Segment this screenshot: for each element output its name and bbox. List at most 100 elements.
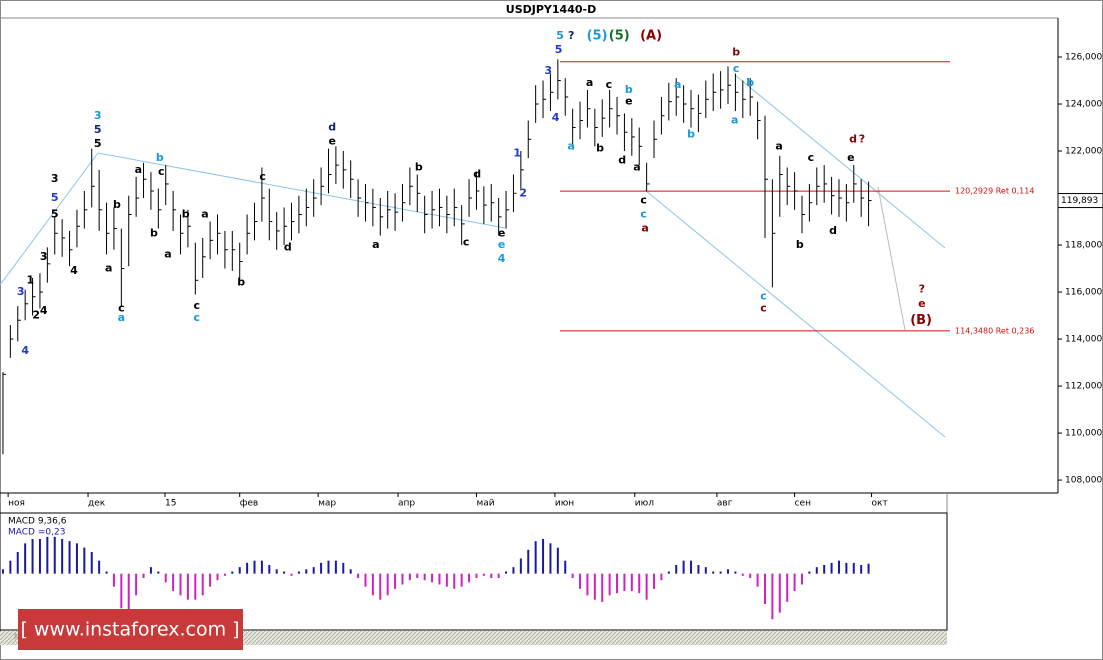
wave-label: 3 xyxy=(40,250,48,263)
wave-label: c xyxy=(158,165,165,178)
macd-bar xyxy=(290,573,293,576)
macd-bar xyxy=(549,543,552,574)
macd-title: MACD 9,36,6 xyxy=(8,517,67,527)
macd-bar xyxy=(135,573,138,596)
macd-bar xyxy=(342,562,345,574)
x-tick-label: дек xyxy=(88,499,106,509)
wave-label: 2 xyxy=(32,309,40,322)
wave-label: 1 xyxy=(27,273,35,286)
macd-bar xyxy=(475,573,478,578)
macd-bar xyxy=(194,573,197,600)
macd-bar xyxy=(704,567,707,574)
y-tick-label: 108,000 xyxy=(1065,476,1102,486)
macd-bar xyxy=(9,560,12,574)
wave-label: a xyxy=(633,160,640,173)
trend-line xyxy=(0,152,99,286)
wave-label: a xyxy=(201,207,208,220)
macd-bar xyxy=(416,573,419,578)
macd-bar xyxy=(505,571,508,574)
macd-bar xyxy=(297,571,300,574)
wave-label: c xyxy=(194,311,201,324)
macd-bar xyxy=(275,569,278,574)
macd-bar xyxy=(120,573,123,609)
wave-label: a xyxy=(372,238,379,251)
wave-label: c xyxy=(808,151,815,164)
watermark-box xyxy=(18,609,243,650)
macd-bar xyxy=(90,552,93,574)
macd-bar xyxy=(497,573,500,578)
macd-bar xyxy=(675,565,678,574)
macd-bar xyxy=(512,567,515,574)
macd-bar xyxy=(260,560,263,574)
wave-label: d xyxy=(328,121,336,134)
trend-line xyxy=(734,74,946,249)
wave-label: e xyxy=(625,95,632,108)
macd-bar xyxy=(349,569,352,574)
wave-label: e xyxy=(328,135,335,148)
wave-label: b xyxy=(237,276,245,289)
macd-bar xyxy=(46,536,49,574)
macd-bar xyxy=(423,573,426,581)
macd-bar xyxy=(312,567,315,574)
wave-label: 3 xyxy=(94,109,102,122)
wave-label: b xyxy=(796,238,804,251)
macd-bar xyxy=(209,573,212,587)
wave-label: b xyxy=(732,45,740,58)
macd-bar xyxy=(608,573,611,596)
macd-bar xyxy=(24,543,27,574)
macd-bar xyxy=(1,569,4,574)
wave-label: 3 xyxy=(17,285,25,298)
wave-label: a xyxy=(641,222,648,235)
y-tick-label: 122,000 xyxy=(1065,147,1102,157)
macd-bar xyxy=(564,560,567,574)
wave-label: a xyxy=(135,163,142,176)
wave-label: e xyxy=(847,151,854,164)
macd-bar xyxy=(305,569,308,574)
macd-bar xyxy=(186,573,189,600)
macd-bar xyxy=(638,573,641,594)
macd-bar xyxy=(593,573,596,600)
macd-bar xyxy=(179,573,182,596)
wave-label: 4 xyxy=(21,344,29,357)
y-tick-label: 114,000 xyxy=(1065,335,1102,345)
macd-bar xyxy=(727,569,730,574)
macd-bar xyxy=(808,571,811,574)
macd-bar xyxy=(38,539,41,574)
macd-bar xyxy=(793,573,796,591)
macd-bar xyxy=(534,541,537,574)
macd-bar xyxy=(837,560,840,574)
wave-label: b xyxy=(687,128,695,141)
macd-bar xyxy=(105,571,108,574)
y-tick-label: 118,000 xyxy=(1065,241,1102,251)
wave-label: b xyxy=(746,76,754,89)
macd-bar xyxy=(142,573,145,578)
macd-bar xyxy=(386,573,389,596)
wave-label: ? xyxy=(859,132,865,145)
watermark-text: [ www.instaforex.com ] xyxy=(20,619,239,641)
macd-bar xyxy=(490,573,493,578)
wave-label: a xyxy=(105,262,112,275)
y-tick-label: 124,000 xyxy=(1065,100,1102,110)
macd-bar xyxy=(682,560,685,574)
macd-bar xyxy=(201,573,204,596)
macd-bar xyxy=(778,573,781,613)
macd-bar xyxy=(786,573,789,602)
macd-bar xyxy=(830,562,833,574)
macd-bar xyxy=(579,573,582,589)
macd-bar xyxy=(408,573,411,581)
wave-label: a xyxy=(731,113,738,126)
macd-bar xyxy=(172,573,175,591)
wave-label: a xyxy=(567,139,574,152)
macd-bar xyxy=(460,573,463,587)
wave-label: 5 xyxy=(556,29,564,42)
macd-bar xyxy=(623,573,626,591)
x-tick-label: авг xyxy=(717,499,733,509)
wave-label: b xyxy=(150,226,158,239)
wave-label: c xyxy=(760,290,767,303)
trend-line xyxy=(644,189,946,438)
wave-label: (5) xyxy=(609,28,630,43)
price-tag-label: 119,893 xyxy=(1061,196,1098,206)
wave-label: b xyxy=(113,198,121,211)
wave-label: e xyxy=(498,238,505,251)
